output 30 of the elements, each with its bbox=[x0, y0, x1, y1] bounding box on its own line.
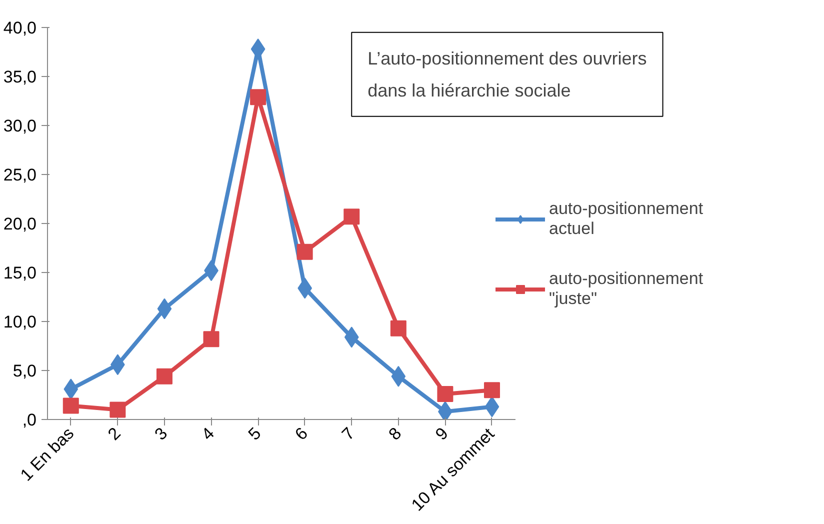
x-tick-label: 3 bbox=[151, 424, 172, 444]
x-tick-label: 9 bbox=[432, 424, 452, 444]
point bbox=[203, 331, 220, 348]
y-tick-label: 15,0 bbox=[3, 264, 37, 282]
y-tick-label: 5,0 bbox=[12, 362, 37, 380]
point bbox=[156, 368, 172, 384]
y-tick-label: 10,0 bbox=[3, 312, 37, 332]
point bbox=[250, 89, 266, 106]
x-tick-label: 6 bbox=[291, 424, 312, 444]
y-tick-label: 25,0 bbox=[3, 166, 37, 184]
x-tick-label: 2 bbox=[104, 424, 124, 444]
x-tick-label: 4 bbox=[198, 424, 218, 444]
point bbox=[390, 320, 406, 336]
y-tick-label: 40,0 bbox=[3, 18, 37, 38]
point bbox=[110, 402, 126, 418]
point bbox=[296, 244, 313, 260]
point bbox=[62, 398, 79, 414]
point bbox=[484, 382, 500, 398]
x-tick-label: 7 bbox=[338, 424, 358, 444]
y-tick-label: 35,0 bbox=[3, 68, 37, 86]
y-tick-label: 30,0 bbox=[3, 116, 37, 136]
legend-label: auto-positionnement actuel bbox=[549, 199, 704, 239]
point bbox=[344, 208, 360, 225]
text: L’auto-positionnement des ouvriers dans la hiérarchie sociale bbox=[368, 48, 647, 100]
y-tick-label: ,0 bbox=[22, 410, 37, 430]
legend-label: auto-positionnement "juste" bbox=[549, 269, 704, 309]
x-tick-label: 8 bbox=[385, 424, 406, 444]
y-tick-label: 20,0 bbox=[3, 214, 37, 234]
x-tick-label: 5 bbox=[244, 424, 265, 444]
point bbox=[437, 386, 454, 402]
